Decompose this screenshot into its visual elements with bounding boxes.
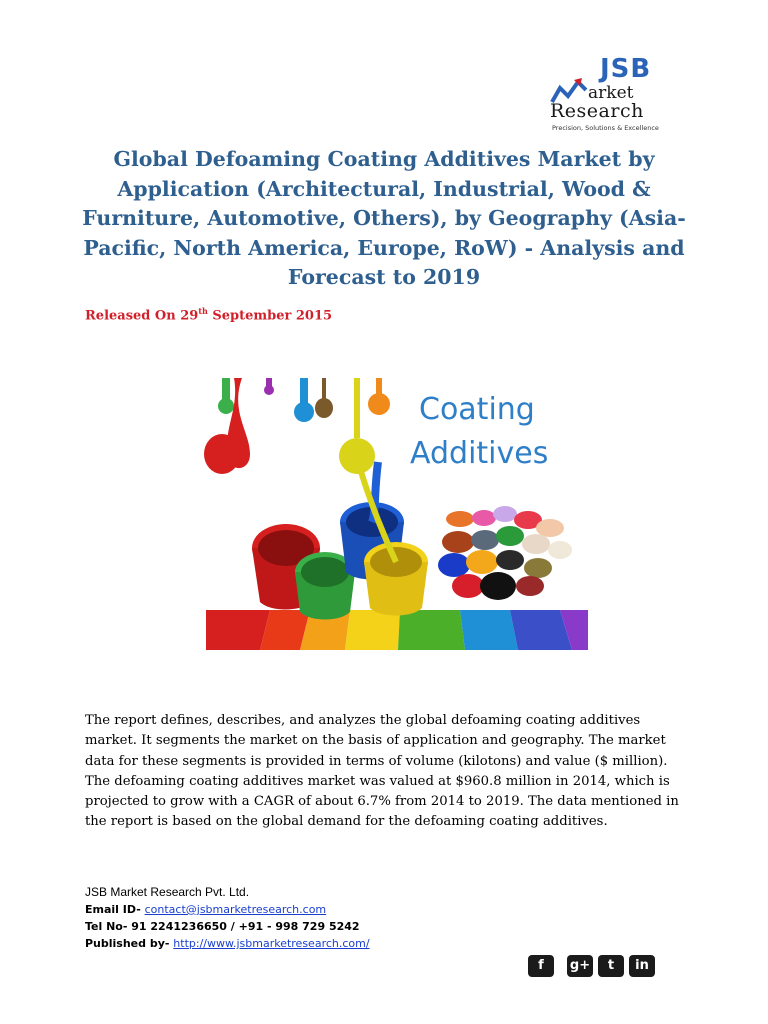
hero-title-line1: Coating [419, 392, 535, 427]
report-title: Global Defoaming Coating Additives Marke… [82, 147, 686, 289]
pigment-powders [438, 506, 572, 600]
release-ordinal: th [198, 306, 208, 316]
google-plus-icon[interactable]: g+ [567, 955, 593, 977]
coating-additives-illustration [204, 378, 588, 650]
logo-jsb-text: JSB [600, 54, 652, 84]
linkedin-icon[interactable]: in [629, 955, 655, 977]
paint-stripe [206, 610, 588, 650]
logo-tagline: Precision, Solutions & Excellence [552, 124, 659, 132]
twitter-icon[interactable]: t [598, 955, 624, 977]
company-name: JSB Market Research Pvt. Ltd. [85, 885, 250, 899]
logo-m-arrow-icon [550, 78, 588, 103]
release-suffix: September 2015 [207, 308, 333, 324]
logo-market-text: arket [588, 83, 634, 103]
hero-title-line2: Additives [410, 436, 549, 471]
paint-cans [252, 461, 428, 620]
published-link[interactable]: http://www.jsbmarketresearch.com/ [173, 937, 370, 950]
facebook-icon[interactable]: f [528, 955, 554, 977]
release-prefix: Released On 29 [85, 308, 199, 324]
tel-row: Tel No- 91 2241236650 / +91 - 998 729 52… [85, 918, 505, 935]
email-link[interactable]: contact@jsbmarketresearch.com [144, 903, 327, 916]
paint-drops [204, 378, 390, 474]
published-row: Published by- http://www.jsbmarketresear… [85, 935, 505, 952]
published-label: Published by- [85, 937, 174, 950]
report-summary: The report defines, describes, and analy… [85, 713, 679, 830]
contact-footer: JSB Market Research Pvt. Ltd. Email ID- … [85, 884, 505, 952]
email-label: Email ID- [85, 903, 145, 916]
email-row: Email ID- contact@jsbmarketresearch.com [85, 901, 505, 918]
logo-research-text: Research [550, 100, 644, 122]
jsb-logo: JSB arket Research Precision, Solutions … [548, 54, 698, 138]
release-date: Released On 29th September 2015 [85, 306, 332, 323]
tel-text: Tel No- 91 2241236650 / +91 - 998 729 52… [85, 920, 360, 933]
